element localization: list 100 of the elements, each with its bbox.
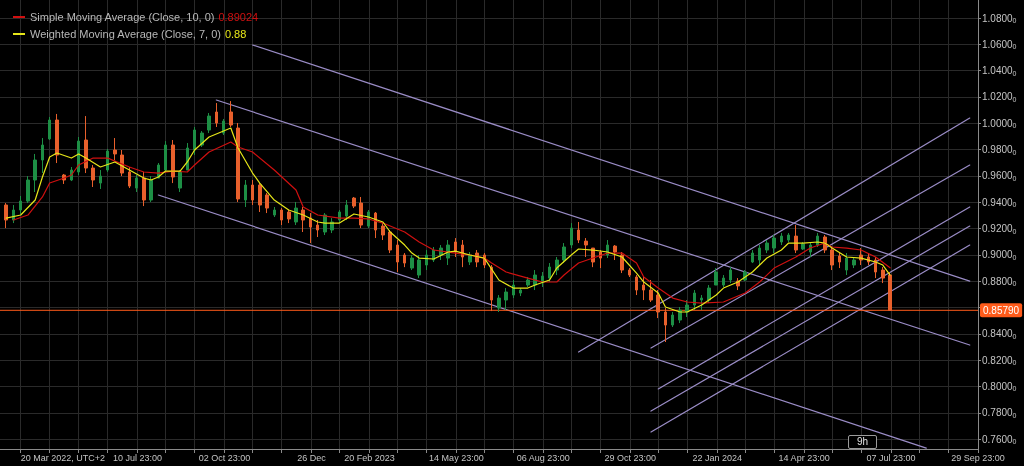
x-tick-label: 29 Sep 23:00 [951,452,1005,463]
candlestick [693,289,696,311]
candlestick [48,116,51,141]
candlestick [504,287,508,311]
x-tick-label: 22 Jan 2024 [692,452,743,463]
legend-label: Simple Moving Average (Close, 10, 0) [30,11,215,23]
candlestick [780,232,783,246]
x-tick-label: 02 Oct 23:00 [198,452,251,463]
x-tick-label: 29 Oct 23:00 [604,452,657,463]
candlestick [91,164,95,188]
candlestick [830,246,834,271]
x-tick-label: 20 Mar 2022, UTC+2 [20,452,105,463]
candlestick [526,276,530,288]
candlestick [707,284,711,304]
annotation: 0.88 [224,28,247,40]
candlestick [700,294,703,311]
candlestick [751,249,754,264]
candlestick [280,207,283,226]
candlestick [729,266,732,284]
candlestick [236,122,240,203]
candlestick [628,267,631,278]
candlestick [26,175,30,204]
candlestick [685,299,689,318]
candlestick [649,279,653,303]
x-tick-label: 14 Apr 23:00 [778,452,830,463]
candlestick [642,276,645,301]
candlestick [801,241,805,251]
candlestick [84,115,88,174]
candlestick [4,202,8,229]
candlestick [388,229,392,254]
candlestick [656,289,660,319]
x-tick-label: 14 May 23:00 [429,452,484,463]
candlestick [410,254,414,271]
candlestick [381,222,385,241]
candlestick [772,234,776,254]
candlestick [577,221,580,244]
candlestick [722,274,725,288]
candlestick [714,267,718,286]
candlestick [135,174,138,193]
candlestick [178,169,182,193]
legend-label: Weighted Moving Average (Close, 7, 0) [30,28,221,40]
candlestick [215,102,218,128]
candlestick [359,196,363,229]
x-tick-label: 07 Jul 23:00 [866,452,916,463]
candlestick [294,201,298,226]
candlestick [273,206,276,218]
ref-line-label: 0.85790 [983,304,1020,316]
candlestick [352,196,356,209]
candlestick [838,252,841,269]
candlestick [881,266,885,284]
x-tick-label: 26 Dec [297,452,327,463]
candlestick [765,239,769,254]
candlestick [244,179,247,208]
candlestick [309,212,312,244]
candlestick [417,254,421,279]
candlestick [33,153,37,193]
timer-badge: 9h [848,435,878,449]
annotation: 0.89024 [218,11,259,23]
candlestick [113,137,117,161]
candlestick [845,252,848,276]
candlestick [396,239,399,273]
candlestick [584,237,588,258]
candlestick [635,274,638,296]
candlestick [852,256,856,269]
candlestick [475,249,479,268]
candlestick [19,195,22,215]
candlestick [265,192,269,214]
candlestick [425,249,428,271]
candlestick [316,219,319,238]
candlestick [613,244,617,261]
candlestick [570,222,573,249]
candlestick [562,242,566,264]
candlestick [888,271,892,311]
candlestick [519,287,522,297]
candlestick [403,252,406,268]
candlestick [490,264,493,312]
x-tick-label: 20 Feb 2023 [344,452,395,463]
candlestick [128,166,131,189]
candlestick [164,140,167,174]
candlestick [142,171,146,207]
candlestick [229,100,233,128]
candlestick [207,112,211,134]
candlestick [41,137,44,174]
candlestick [874,256,877,279]
candlestick [664,307,667,343]
candlestick [345,199,348,221]
candlestick [251,179,254,206]
candlestick [541,271,544,288]
candlestick [258,182,262,213]
candlestick [149,175,153,203]
candlestick [758,244,761,266]
x-tick-label: 06 Aug 23:00 [516,452,570,463]
candlestick [497,294,501,313]
candlestick [671,311,674,328]
x-tick-label: 10 Jul 23:00 [113,452,163,463]
candlestick [55,113,59,164]
candlestick [99,169,102,190]
candlestick [171,139,175,184]
candlestick [193,126,196,156]
candlestick [77,136,80,176]
